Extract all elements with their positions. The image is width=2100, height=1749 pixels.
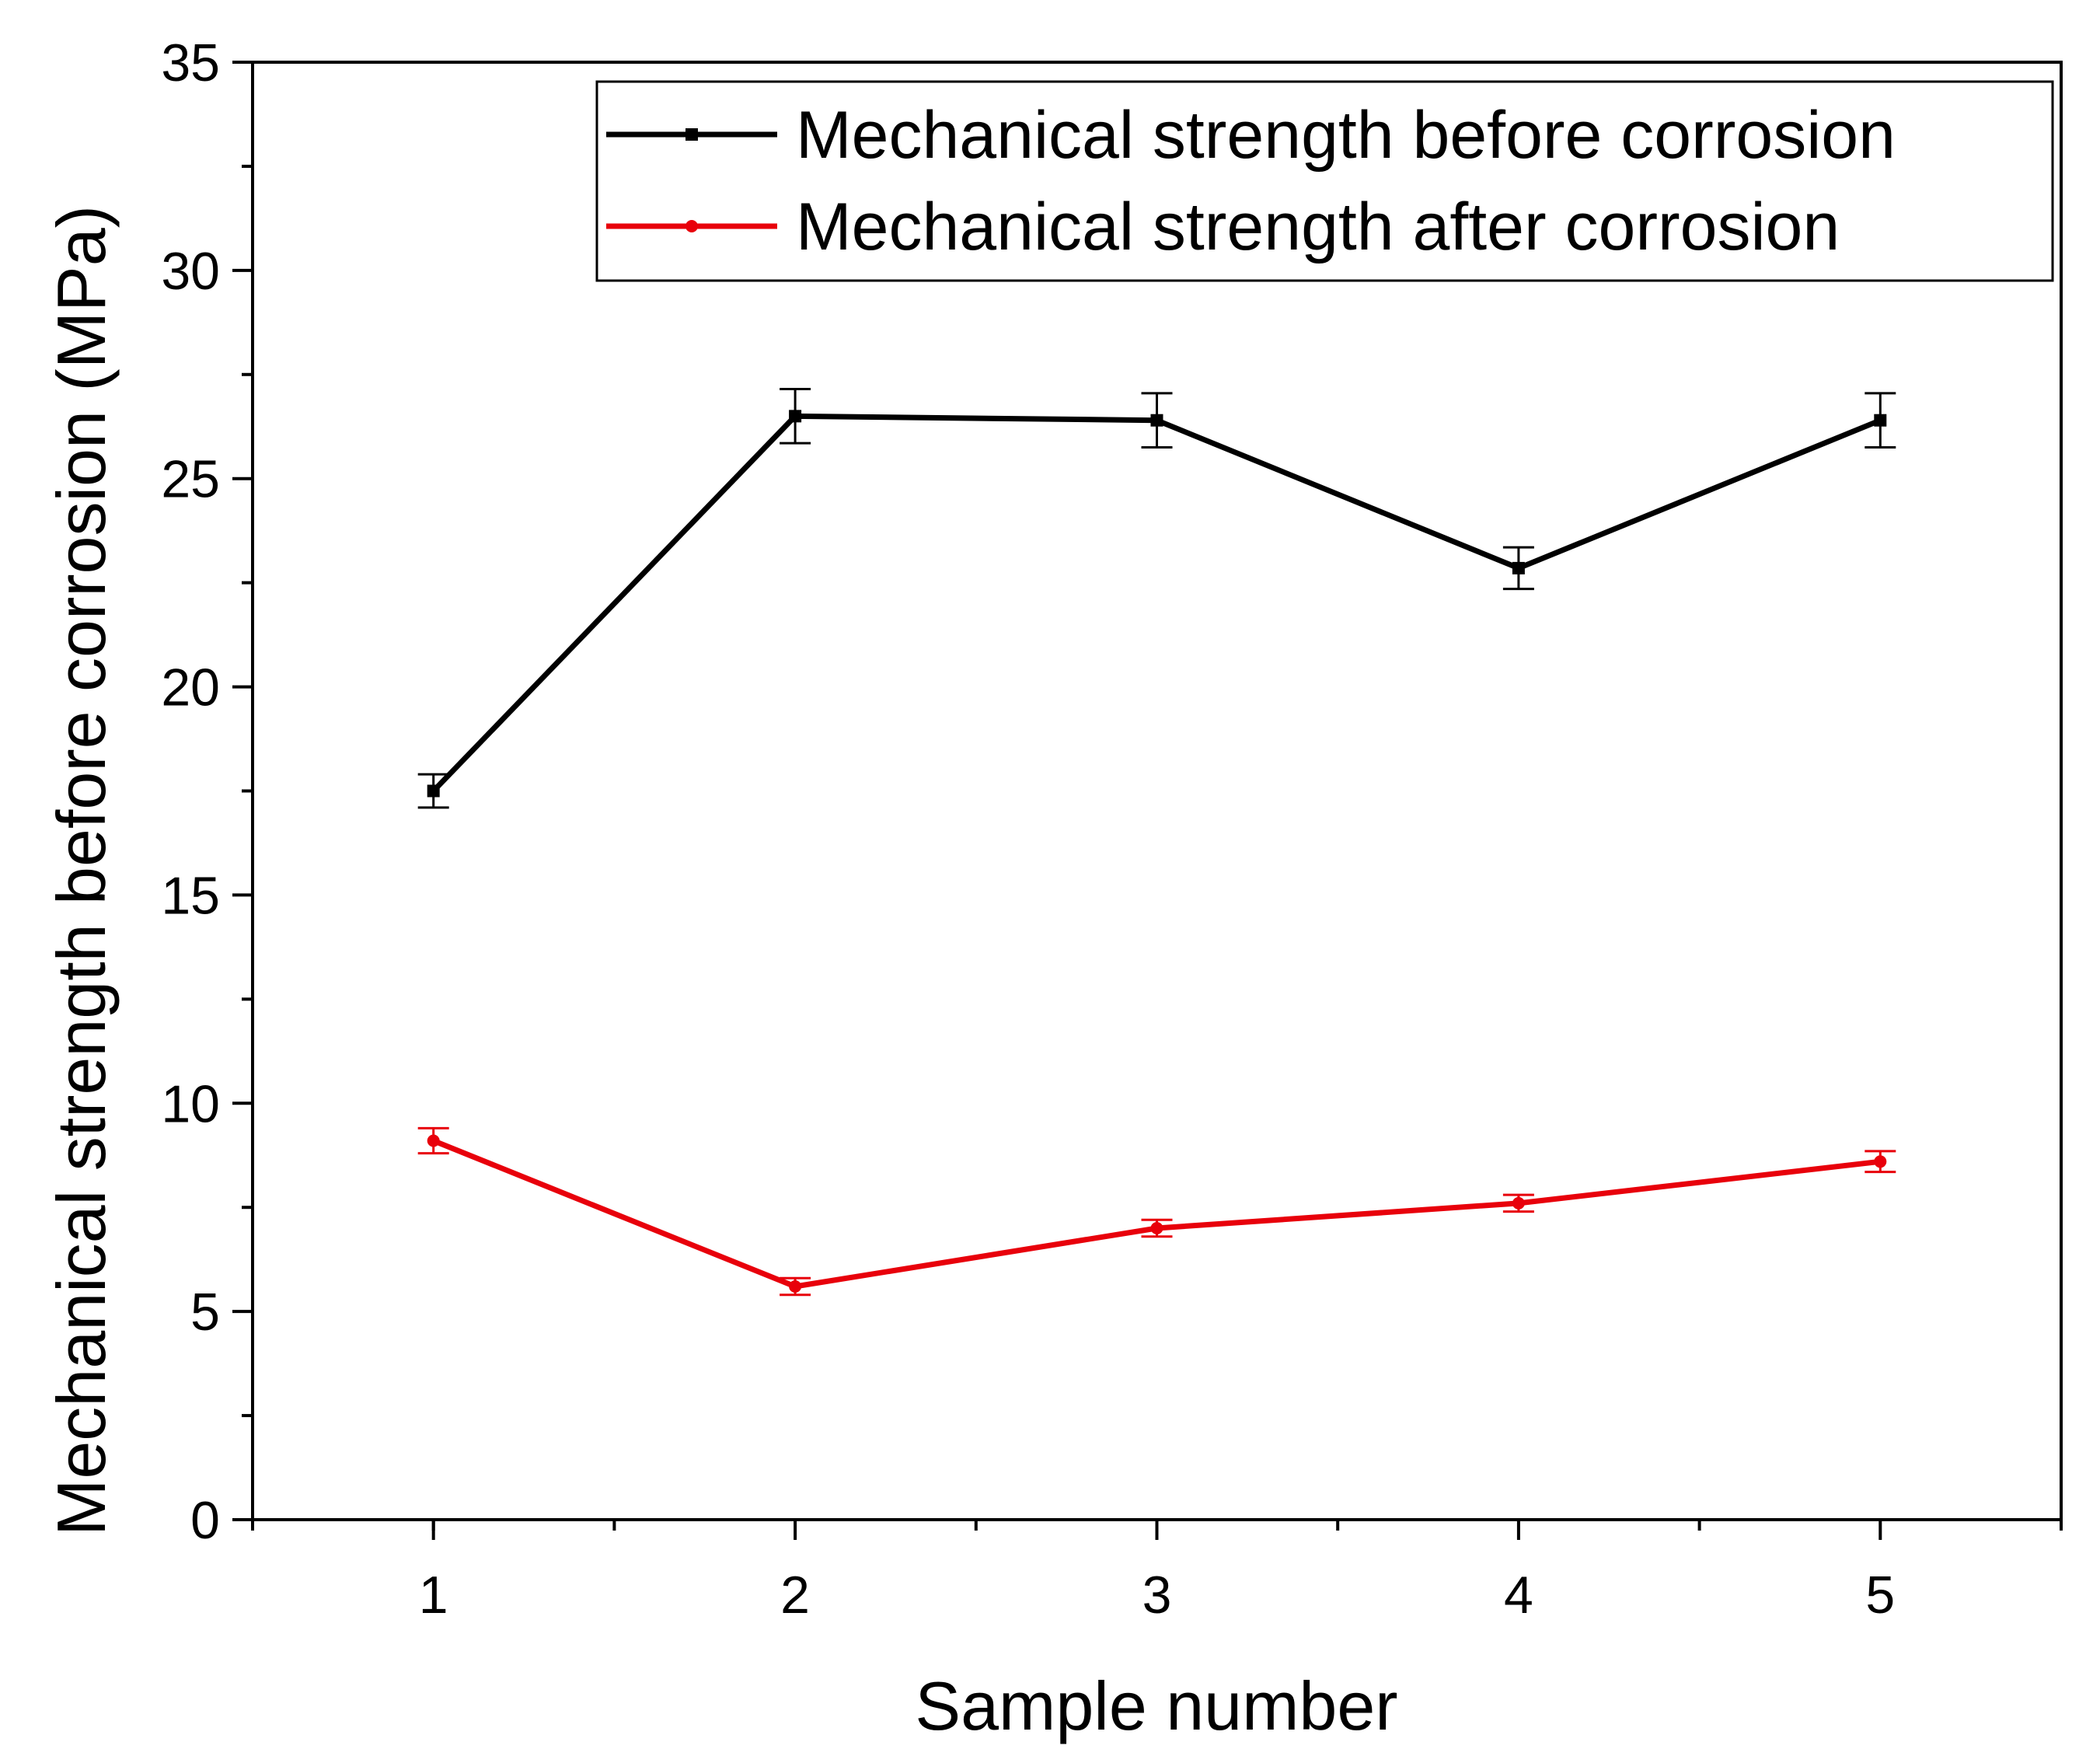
y-tick-label: 35 <box>161 33 220 93</box>
data-point <box>789 1280 802 1293</box>
legend-marker <box>685 220 698 232</box>
data-point <box>427 784 440 798</box>
data-point <box>789 410 802 423</box>
x-tick-label: 3 <box>1142 1566 1172 1625</box>
data-point <box>1874 1155 1887 1168</box>
data-point <box>1874 414 1887 427</box>
y-tick-label: 20 <box>161 658 220 717</box>
x-tick-label: 5 <box>1865 1566 1895 1625</box>
series-layer <box>417 388 1896 1297</box>
y-tick-label: 10 <box>161 1074 220 1133</box>
data-point <box>1512 561 1525 574</box>
series-line <box>431 413 1882 793</box>
x-axis-title: Sample number <box>915 1667 1397 1744</box>
series-line <box>432 1138 1881 1290</box>
data-point <box>1150 1222 1163 1234</box>
x-tick-label: 4 <box>1504 1566 1533 1625</box>
x-tick-label: 2 <box>780 1566 810 1625</box>
legend-label: Mechanical strength before corrosion <box>796 98 1896 173</box>
y-tick-label: 5 <box>190 1283 220 1342</box>
data-point <box>1512 1196 1525 1210</box>
series-1 <box>417 388 1896 809</box>
data-point <box>1150 414 1163 427</box>
y-tick-label: 15 <box>161 866 220 925</box>
data-point <box>427 1134 440 1147</box>
legend-box <box>595 80 2054 282</box>
y-tick-label: 0 <box>190 1491 220 1550</box>
legend-marker <box>685 128 698 141</box>
axes: 0 5 10 15 20 25 30 35 1 2 3 4 5 <box>161 33 2063 1625</box>
legend-label: Mechanical strength after corrosion <box>796 190 1840 264</box>
y-tick-label: 25 <box>161 450 220 509</box>
legend: Mechanical strength before corrosion Mech… <box>595 80 2054 282</box>
series-2 <box>417 1126 1896 1297</box>
y-tick-label: 30 <box>161 242 220 301</box>
x-tick-label: 1 <box>419 1566 448 1625</box>
y-axis-title: Mechanical strength before corrosion (MP… <box>43 205 120 1536</box>
